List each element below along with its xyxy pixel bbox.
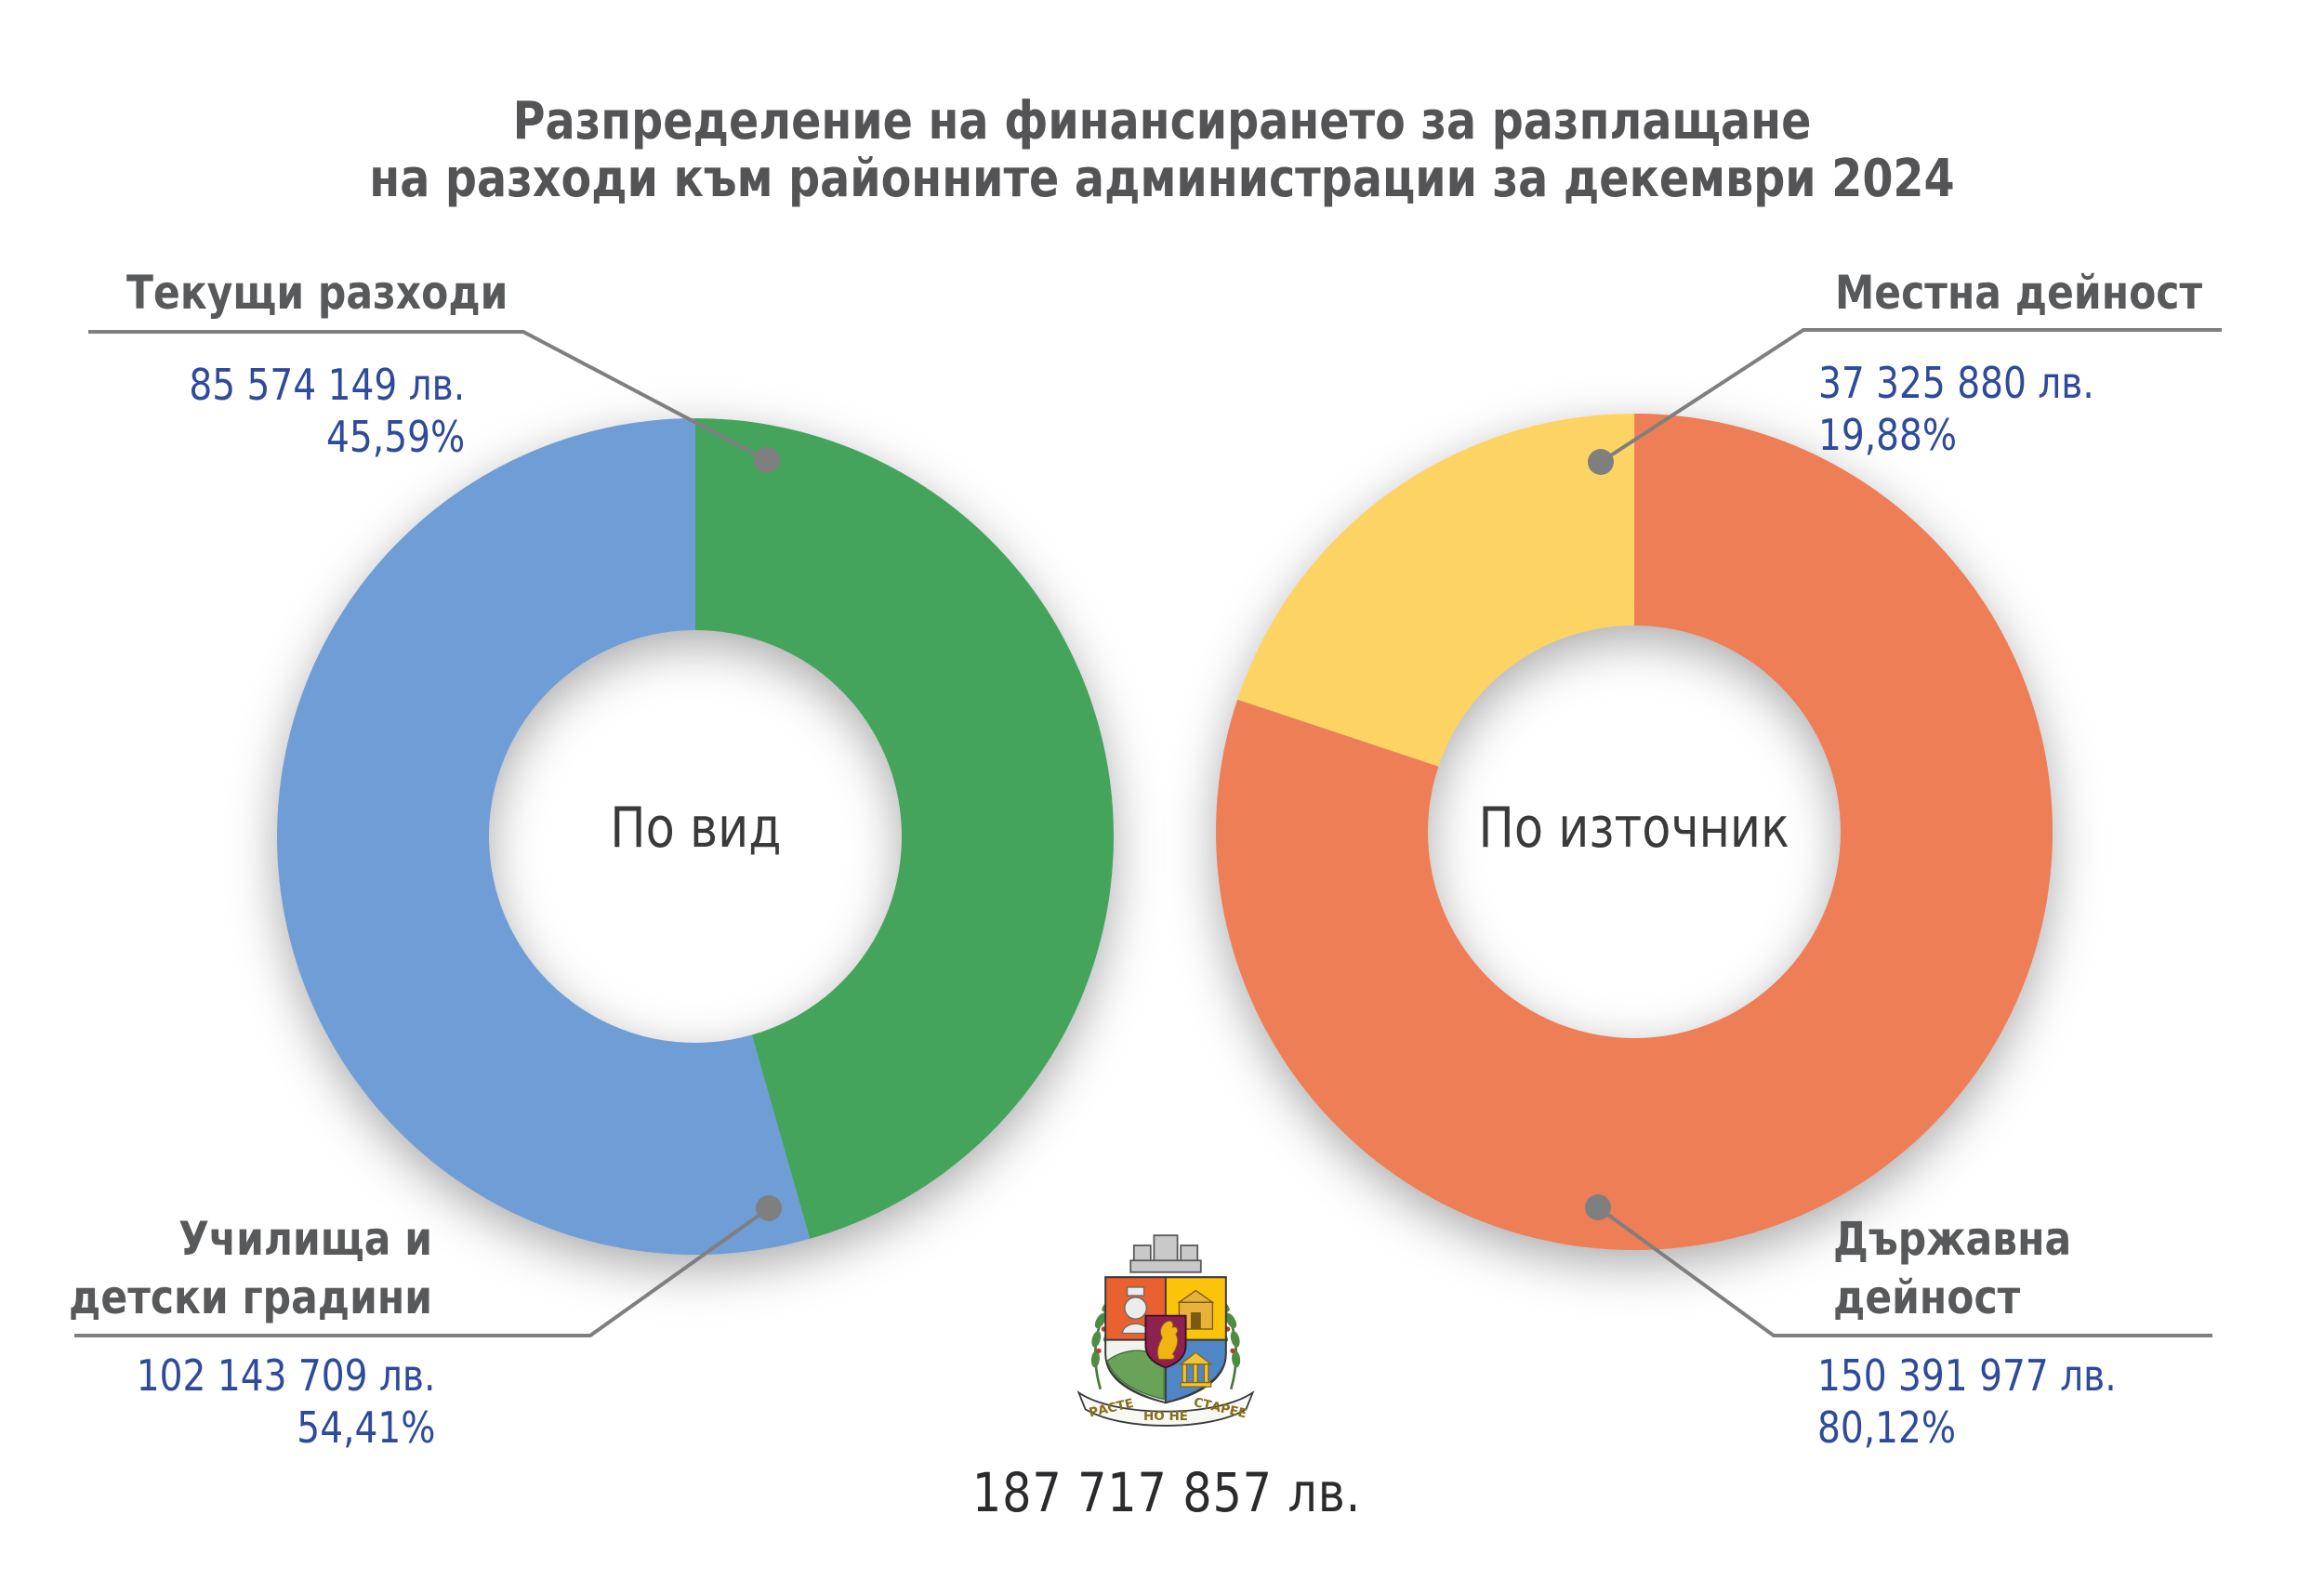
label-state-activity: Държавна дейност <box>1833 1212 2072 1324</box>
donut-segment-Местна дейност <box>1237 414 1635 767</box>
donut-center-title-by-type: По вид <box>416 796 974 861</box>
callout-dot-current-expenses <box>754 447 780 473</box>
callout-line-local-activity <box>1599 328 2222 464</box>
values-schools-kindergartens: 102 143 709 лв. 54,41% <box>136 1350 435 1454</box>
title-line-1: Разпределение на финансирането за разпла… <box>512 91 1812 151</box>
donut-segment-Текущи разходи <box>695 418 1114 1239</box>
callout-dot-state-activity <box>1585 1194 1611 1220</box>
sofia-coat-of-arms: РАСТЕ НО НЕ СТАРЕЕ <box>1076 1234 1255 1427</box>
donut-chart-by-source <box>1216 414 2053 1250</box>
callout-dot-schools <box>756 1195 782 1221</box>
donut-center-title-by-source: По източник <box>1355 796 1913 861</box>
callout-dot-local-activity <box>1588 449 1614 475</box>
label-schools-kindergartens: Училища и детски градини <box>69 1212 432 1324</box>
percent-schools-kindergartens: 54,41% <box>296 1402 435 1453</box>
mountain-icon <box>1106 1350 1165 1401</box>
value-current-expenses: 85 574 149 лв. <box>189 360 465 410</box>
grand-total: 187 717 857 лв. <box>841 1461 1492 1524</box>
by-source-text: По източник <box>1478 796 1790 861</box>
callout-line-schools <box>74 1206 771 1337</box>
value-local-activity: 37 325 880 лв. <box>1818 358 2094 408</box>
value-schools-kindergartens: 102 143 709 лв. <box>136 1350 435 1401</box>
label-local-activity: Местна дейност <box>1835 266 2203 320</box>
percent-current-expenses: 45,59% <box>325 412 465 462</box>
callout-line-current-expenses <box>88 330 768 462</box>
mural-crown-icon <box>1129 1234 1202 1273</box>
values-current-expenses: 85 574 149 лв. 45,59% <box>189 359 465 463</box>
by-type-text: По вид <box>609 796 782 861</box>
donut-chart-by-type <box>277 418 1114 1255</box>
donut-segment-Държавна дейност <box>1216 414 2053 1250</box>
donut-segment-Училища и детски градини <box>277 418 811 1255</box>
values-local-activity: 37 325 880 лв. 19,88% <box>1818 357 2094 461</box>
title-line-2: на разходи към районните администрации з… <box>369 149 1955 209</box>
callout-line-state-activity <box>1596 1205 2212 1337</box>
label-current-expenses: Текущи разходи <box>126 266 508 320</box>
values-state-activity: 150 391 977 лв. 80,12% <box>1817 1350 2117 1454</box>
lion-escutcheon-icon <box>1144 1314 1187 1369</box>
percent-local-activity: 19,88% <box>1818 410 1958 460</box>
tyche-bust-icon <box>1121 1286 1150 1335</box>
motto-word-2: НО НЕ <box>1143 1409 1188 1424</box>
temple-icon <box>1179 1351 1213 1388</box>
page-title: Разпределение на финансирането за разпла… <box>0 93 2324 208</box>
grand-total-text: 187 717 857 лв. <box>971 1461 1362 1524</box>
value-state-activity: 150 391 977 лв. <box>1817 1350 2117 1401</box>
percent-state-activity: 80,12% <box>1817 1402 1957 1453</box>
